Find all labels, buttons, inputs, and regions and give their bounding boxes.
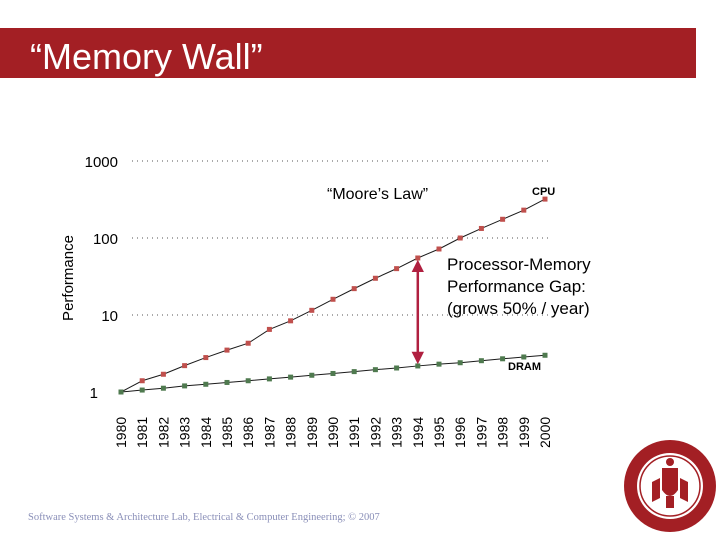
- dram-point: [542, 352, 548, 358]
- dram-point: [182, 383, 188, 389]
- dram-point: [160, 385, 166, 391]
- x-tick-label: 1997: [473, 417, 489, 448]
- cpu-point: [139, 378, 145, 384]
- cpu-point: [457, 235, 463, 241]
- dram-point: [457, 360, 463, 366]
- dram-point: [139, 387, 145, 393]
- y-tick-labels: 1 10 100 1000: [85, 154, 118, 402]
- cpu-point: [521, 207, 527, 213]
- cpu-point: [415, 255, 421, 261]
- dram-point: [330, 370, 336, 376]
- dram-point: [372, 367, 378, 373]
- moores-law-annotation: “Moore’s Law”: [327, 186, 428, 203]
- x-tick-label: 1992: [367, 417, 383, 448]
- x-tick-label: 1980: [113, 417, 129, 448]
- x-tick-label: 1991: [346, 417, 362, 448]
- dram-series-label: DRAM: [508, 361, 541, 373]
- cpu-series-label: CPU: [532, 186, 555, 198]
- x-tick-label: 1993: [389, 417, 405, 448]
- x-tick-label: 1981: [134, 417, 150, 448]
- y-tick-label: 100: [93, 231, 118, 248]
- x-tick-label: 1999: [516, 417, 532, 448]
- cpu-point: [288, 318, 294, 324]
- cpu-point: [372, 275, 378, 281]
- cpu-point: [436, 246, 442, 252]
- x-tick-labels: 1980 1981 1982 1983 1984 1985 1986 1987 1988 1989…: [113, 417, 553, 448]
- cpu-point: [224, 347, 230, 353]
- series: CPU DRAM: [118, 186, 555, 395]
- dram-point: [224, 379, 230, 385]
- cpu-point: [500, 216, 506, 222]
- gap-annotation-line1: Processor-Memory: [447, 255, 591, 274]
- cpu-point: [182, 363, 188, 369]
- cpu-point: [245, 340, 251, 346]
- dram-point: [394, 365, 400, 371]
- dram-point: [521, 354, 527, 360]
- x-tick-label: 1982: [155, 417, 171, 448]
- x-tick-label: 1985: [219, 417, 235, 448]
- y-tick-label: 1: [90, 385, 98, 402]
- x-tick-label: 1989: [304, 417, 320, 448]
- x-tick-label: 1983: [177, 417, 193, 448]
- dram-point: [118, 389, 124, 395]
- dram-point: [288, 374, 294, 380]
- cpu-point: [203, 355, 209, 361]
- x-tick-label: 1996: [452, 417, 468, 448]
- x-tick-label: 2000: [537, 417, 553, 448]
- cpu-point: [309, 307, 315, 313]
- dram-point: [245, 378, 251, 384]
- x-tick-label: 1984: [198, 417, 214, 448]
- x-tick-label: 1994: [410, 417, 426, 448]
- x-tick-label: 1987: [261, 417, 277, 448]
- cpu-point: [478, 225, 484, 231]
- footer-text: Software Systems & Architecture Lab, Ele…: [28, 512, 380, 523]
- dram-point: [351, 369, 357, 375]
- dram-point: [478, 358, 484, 364]
- dram-point: [309, 372, 315, 378]
- dram-point: [266, 376, 272, 382]
- x-tick-label: 1990: [325, 417, 341, 448]
- x-tick-label: 1986: [240, 417, 256, 448]
- slide-title: “Memory Wall”: [30, 36, 263, 77]
- x-tick-label: 1988: [283, 417, 299, 448]
- dram-point: [415, 363, 421, 369]
- y-tick-label: 10: [101, 308, 118, 325]
- cpu-point: [351, 286, 357, 292]
- y-axis-label: Performance: [60, 235, 77, 321]
- cpu-point: [542, 196, 548, 202]
- dram-point: [500, 356, 506, 362]
- dram-point: [203, 381, 209, 387]
- title-bar: [0, 28, 696, 78]
- cpu-point: [266, 326, 272, 332]
- gap-annotation-line3: (grows 50% / year): [447, 299, 590, 318]
- cpu-point: [160, 371, 166, 377]
- university-seal-icon: [624, 440, 716, 532]
- gap-annotation-line2: Performance Gap:: [447, 277, 586, 296]
- y-tick-label: 1000: [85, 154, 118, 171]
- cpu-point: [394, 266, 400, 272]
- dram-point: [436, 361, 442, 367]
- x-tick-label: 1995: [431, 417, 447, 448]
- cpu-point: [330, 296, 336, 302]
- x-tick-label: 1998: [495, 417, 511, 448]
